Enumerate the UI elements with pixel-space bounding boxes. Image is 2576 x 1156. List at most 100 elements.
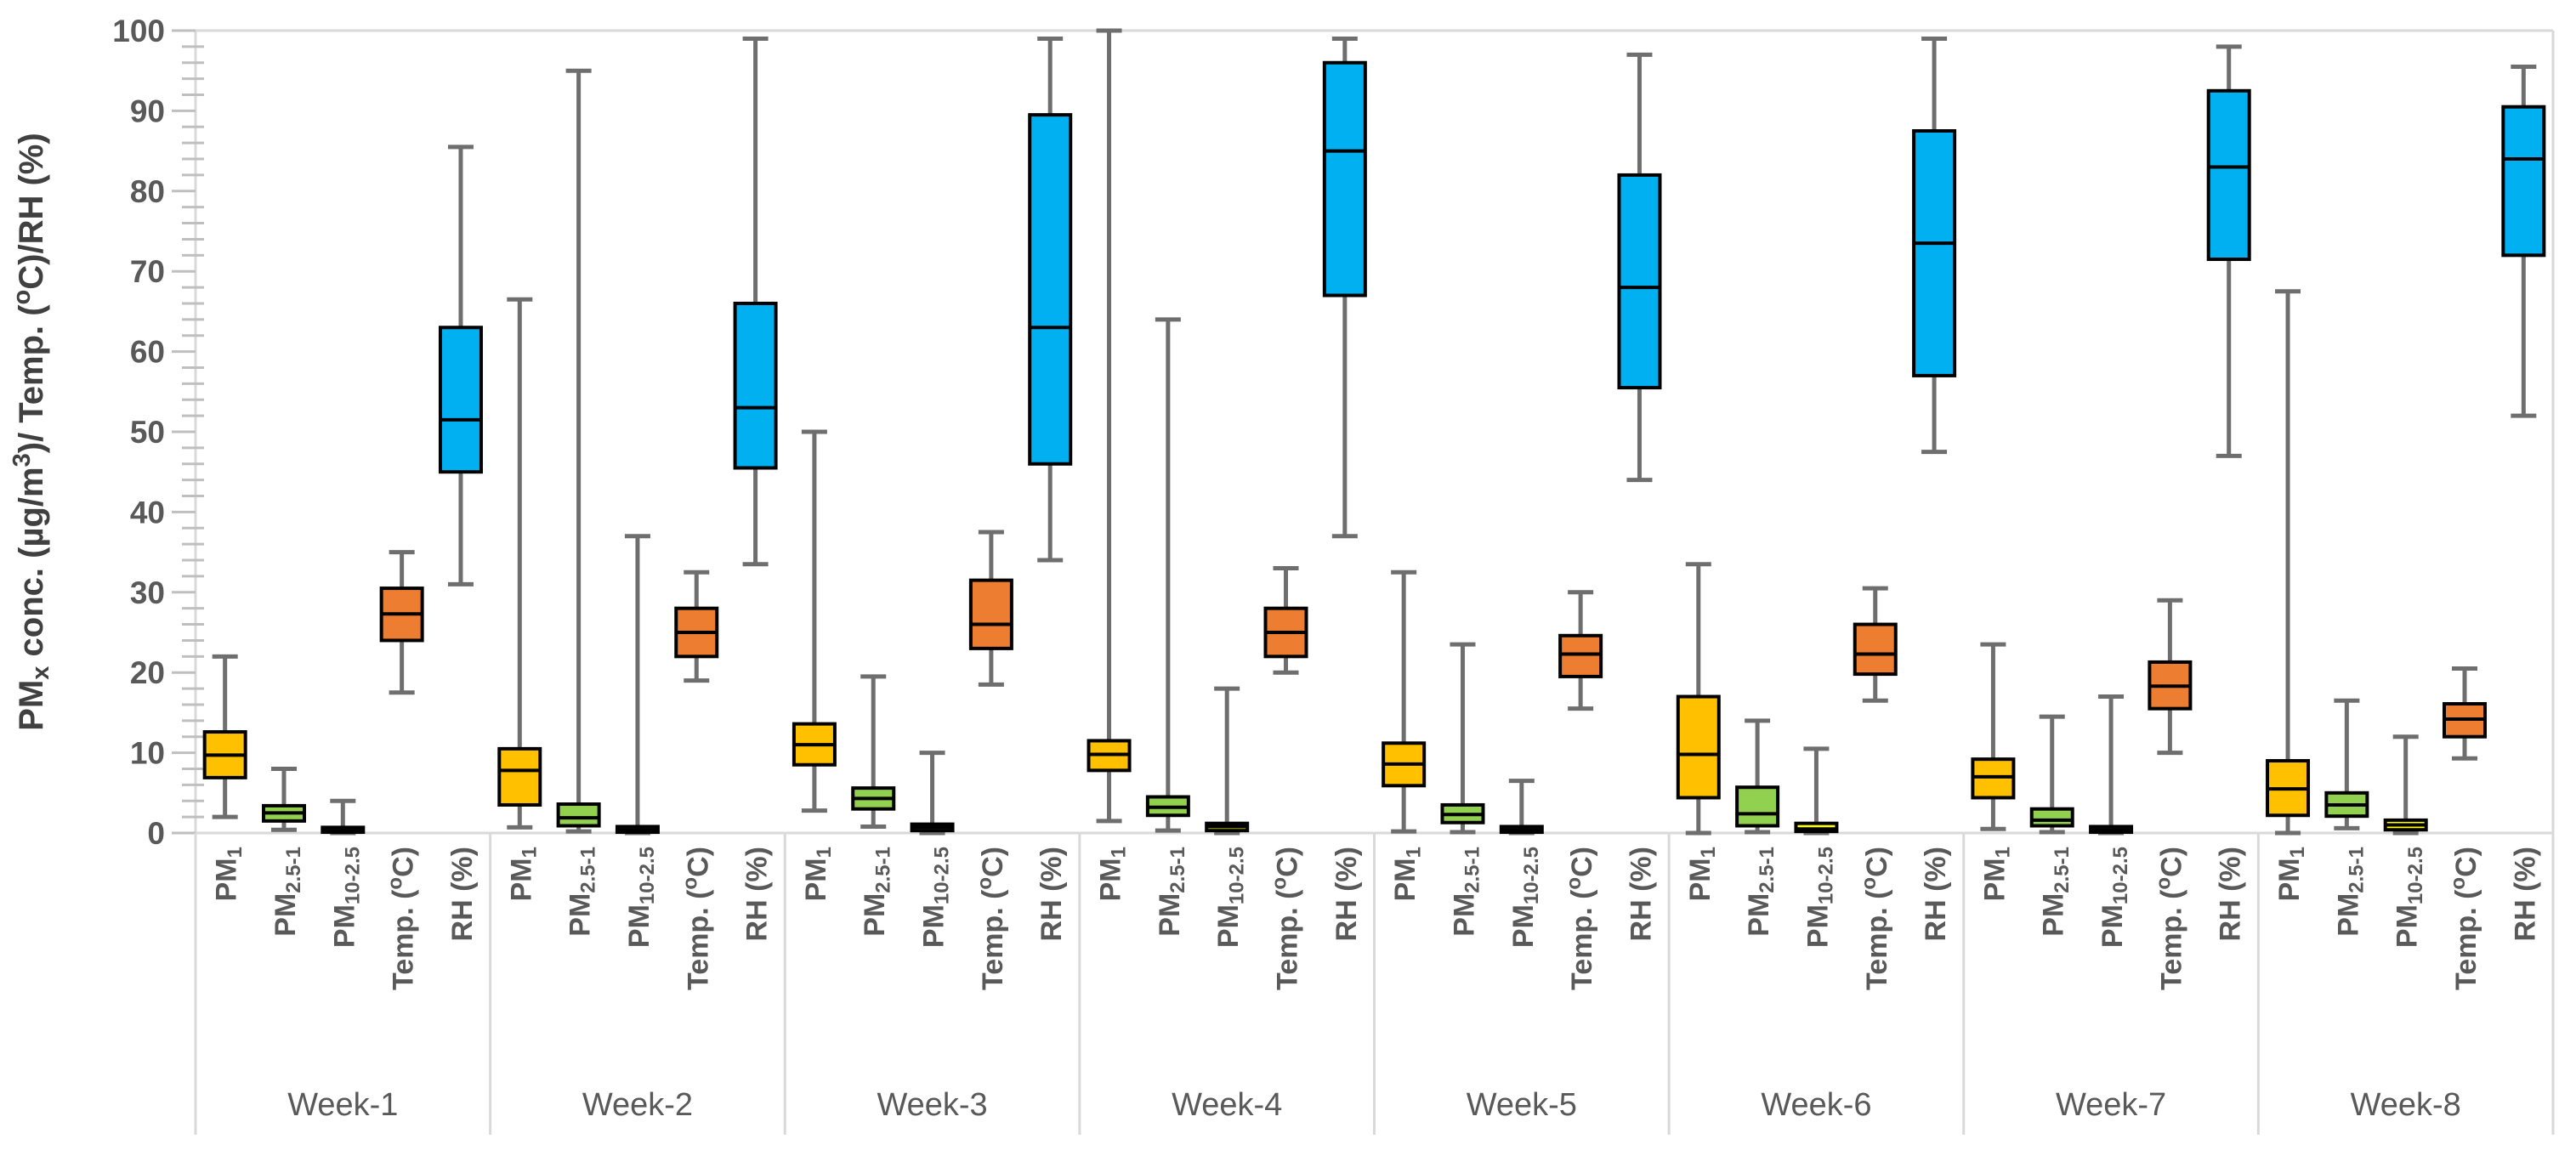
week-label: Week-7 <box>2056 1087 2166 1123</box>
category-label-temp: Temp. (oC) <box>2447 847 2482 990</box>
boxplot-temp-week-8 <box>2443 666 2488 761</box>
category-label-temp: Temp. (oC) <box>1268 847 1304 990</box>
boxplot-temp-week-4 <box>1263 565 1308 675</box>
category-label-pm1: PM1 <box>1978 847 2014 901</box>
boxplot-temp-week-5 <box>1558 590 1603 711</box>
category-label-pm1: PM1 <box>1389 847 1425 901</box>
box-iqr <box>2501 105 2546 258</box>
boxplot-pm10_2_5-week-3 <box>910 751 955 836</box>
week-label: Week-3 <box>877 1087 987 1123</box>
box-iqr <box>497 746 542 807</box>
y-axis-tick-label: 90 <box>130 94 165 128</box>
category-label-pm10_2_5: PM10-2.5 <box>623 847 659 948</box>
boxplot-rh-week-5 <box>1617 52 1662 483</box>
category-label-rh: RH (%) <box>1625 847 1657 941</box>
boxplot-pm10_2_5-week-5 <box>1499 779 1544 836</box>
boxplot-pm10_2_5-week-2 <box>615 534 660 836</box>
boxplot-pm1-week-8 <box>2266 289 2311 836</box>
boxplot-pm2_5_1-week-1 <box>261 766 306 832</box>
y-axis-tick-label: 20 <box>130 655 165 690</box>
boxplot-temp-week-6 <box>1853 586 1898 703</box>
category-label-temp: Temp. (oC) <box>678 847 714 990</box>
category-label-pm2_5_1: PM2.5-1 <box>270 847 305 937</box>
box-iqr <box>1028 113 1073 466</box>
boxplot-pm1-week-3 <box>792 429 837 813</box>
week-label: Week-4 <box>1172 1087 1282 1123</box>
boxplot-rh-week-6 <box>1912 36 1957 455</box>
category-label-pm2_5_1: PM2.5-1 <box>1448 847 1484 937</box>
category-label-pm2_5_1: PM2.5-1 <box>1154 847 1189 937</box>
category-label-rh: RH (%) <box>2215 847 2247 941</box>
box-iqr <box>438 326 483 474</box>
category-label-pm10_2_5: PM10-2.5 <box>328 847 364 948</box>
box-iqr <box>733 301 778 470</box>
y-axis-tick-label: 100 <box>112 14 165 48</box>
category-label-pm10_2_5: PM10-2.5 <box>2392 847 2427 948</box>
category-label-pm1: PM1 <box>1095 847 1131 901</box>
boxplot-rh-week-7 <box>2206 44 2251 458</box>
boxplot-rh-week-8 <box>2501 64 2546 418</box>
category-label-pm1: PM1 <box>1684 847 1720 901</box>
category-label-pm1: PM1 <box>505 847 541 901</box>
category-label-pm10_2_5: PM10-2.5 <box>918 847 954 948</box>
boxplot-pm10_2_5-week-4 <box>1205 686 1250 836</box>
boxplot-rh-week-2 <box>733 36 778 567</box>
category-label-pm10_2_5: PM10-2.5 <box>1507 847 1543 948</box>
boxplot-pm10_2_5-week-1 <box>321 798 366 836</box>
category-label-pm1: PM1 <box>211 847 247 901</box>
y-axis-title: PMx conc. (µg/m3)/ Temp. (oC)/RH (%) <box>9 133 54 730</box>
category-label-pm10_2_5: PM10-2.5 <box>2097 847 2132 948</box>
box-iqr <box>2029 807 2074 828</box>
y-axis-tick-label: 50 <box>130 415 165 450</box>
box-iqr <box>1617 173 1662 390</box>
category-label-rh: RH (%) <box>1036 847 1068 941</box>
box-iqr <box>1322 60 1367 298</box>
box-iqr <box>556 802 601 828</box>
boxplot-pm2_5_1-week-6 <box>1735 718 1780 835</box>
boxplot-temp-week-3 <box>968 530 1013 687</box>
box-iqr <box>1853 622 1898 677</box>
week-label: Week-2 <box>582 1087 693 1123</box>
week-label: Week-6 <box>1761 1087 1871 1123</box>
boxplot-pm1-week-7 <box>1971 642 2016 831</box>
category-label-temp: Temp. (oC) <box>973 847 1009 990</box>
boxplot-temp-week-7 <box>2148 598 2193 756</box>
box-iqr <box>1558 633 1603 678</box>
category-label-pm2_5_1: PM2.5-1 <box>565 847 600 937</box>
category-label-temp: Temp. (oC) <box>384 847 420 990</box>
boxplot-pm1-week-6 <box>1676 562 1721 836</box>
boxplot-pm2_5_1-week-8 <box>2324 698 2369 830</box>
box-iqr <box>1676 694 1721 800</box>
boxplot-temp-week-1 <box>379 550 424 695</box>
y-axis-tick-label: 80 <box>130 174 165 209</box>
boxplot-pm2_5_1-week-5 <box>1440 642 1485 835</box>
boxplot-pm2_5_1-week-7 <box>2029 714 2074 835</box>
category-label-rh: RH (%) <box>446 847 479 941</box>
boxplot-temp-week-2 <box>674 570 719 683</box>
boxplot-pm2_5_1-week-3 <box>851 674 896 829</box>
boxplot-pm2_5_1-week-2 <box>556 68 601 834</box>
y-axis-tick-label: 0 <box>147 816 165 851</box>
category-label-pm10_2_5: PM10-2.5 <box>1801 847 1837 948</box>
boxplot-rh-week-4 <box>1322 36 1367 539</box>
category-label-rh: RH (%) <box>1331 847 1363 941</box>
category-label-temp: Temp. (oC) <box>1858 847 1893 990</box>
boxplot-pm1-week-1 <box>202 654 247 819</box>
category-label-pm1: PM1 <box>2273 847 2309 901</box>
category-label-pm2_5_1: PM2.5-1 <box>1743 847 1779 937</box>
category-label-rh: RH (%) <box>2509 847 2541 941</box>
box-iqr <box>1912 129 1957 377</box>
category-label-pm2_5_1: PM2.5-1 <box>859 847 894 937</box>
category-label-pm1: PM1 <box>800 847 836 901</box>
boxplot-pm10_2_5-week-8 <box>2383 734 2428 836</box>
category-label-rh: RH (%) <box>1920 847 1952 941</box>
week-label: Week-1 <box>287 1087 398 1123</box>
category-label-pm2_5_1: PM2.5-1 <box>2038 847 2074 937</box>
y-axis-tick-label: 40 <box>130 495 165 530</box>
category-label-temp: Temp. (oC) <box>2152 847 2187 990</box>
week-label: Week-5 <box>1467 1087 1577 1123</box>
box-iqr <box>1735 785 1780 828</box>
y-axis-tick-label: 60 <box>130 335 165 370</box>
